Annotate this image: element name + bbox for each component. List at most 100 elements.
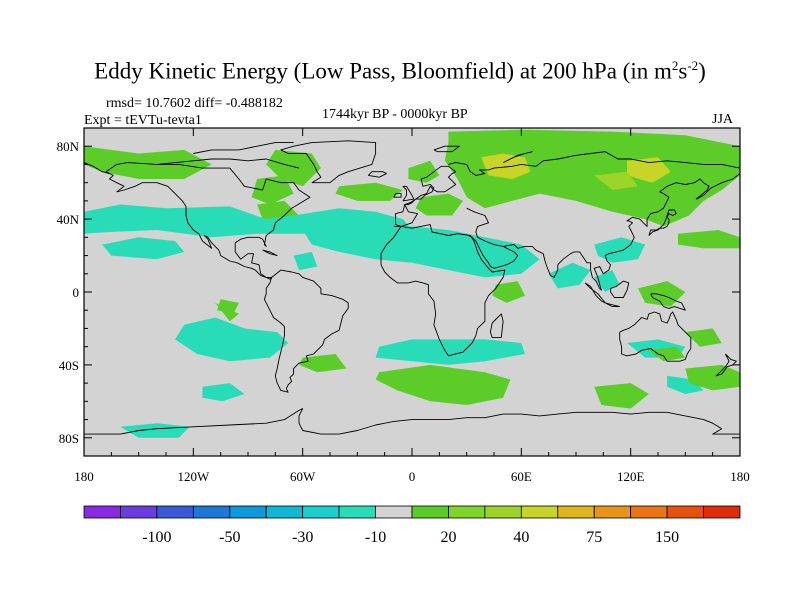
x-tick-label: 120W bbox=[177, 469, 210, 484]
y-tick-label: 80S bbox=[59, 431, 79, 446]
colorbar-box bbox=[630, 505, 668, 519]
x-tick-label: 60W bbox=[290, 469, 316, 484]
field-region-9 bbox=[627, 157, 671, 183]
colorbar-box bbox=[229, 505, 267, 519]
field-region-25 bbox=[667, 375, 704, 394]
coastline-12 bbox=[367, 171, 387, 178]
coastline-7 bbox=[648, 209, 677, 236]
coastline-24 bbox=[84, 162, 110, 175]
colorbar-label: -30 bbox=[292, 529, 313, 546]
coastline-6 bbox=[448, 151, 740, 291]
field-region-22 bbox=[202, 383, 245, 402]
field-region-10 bbox=[594, 171, 638, 190]
field-region-21 bbox=[175, 317, 289, 362]
experiment-label: Expt = tEVTu-tevta1 bbox=[84, 113, 202, 128]
coastline-1 bbox=[263, 269, 349, 393]
coastline-8 bbox=[619, 311, 692, 362]
field-region-5 bbox=[408, 160, 440, 183]
field-region-30 bbox=[215, 302, 239, 322]
coastline-20 bbox=[156, 158, 300, 169]
colorbar-label: 20 bbox=[440, 529, 456, 546]
field-region-11 bbox=[678, 230, 740, 249]
colorbar: -100 -50 -30 -10 20 40 75 150 bbox=[83, 505, 741, 546]
x-axis-ticks: 180 120W 60W 0 60E 120E 180 bbox=[74, 128, 750, 484]
coastline-13 bbox=[489, 313, 504, 339]
colorbar-label: -50 bbox=[219, 529, 240, 546]
coastlines bbox=[84, 140, 740, 435]
colorbar-label: -10 bbox=[365, 529, 386, 546]
field-region-32 bbox=[685, 364, 740, 391]
colorbar-box bbox=[302, 505, 340, 519]
y-axis-ticks: 80N 40N 0 40S 80S bbox=[57, 139, 740, 446]
y-tick-label: 80N bbox=[57, 139, 80, 154]
colorbar-label: -100 bbox=[142, 529, 171, 546]
coastline-5 bbox=[466, 207, 519, 269]
colorbar-box bbox=[156, 505, 194, 519]
x-tick-label: 0 bbox=[409, 469, 416, 484]
colorbar-label: 75 bbox=[586, 529, 602, 546]
coastline-10 bbox=[402, 185, 415, 202]
x-tick-label: 120E bbox=[617, 469, 645, 484]
colorbar-box bbox=[448, 505, 486, 519]
coastline-22 bbox=[433, 145, 460, 153]
field-region-34 bbox=[685, 328, 722, 347]
field-region-16 bbox=[548, 262, 591, 289]
coastline-17 bbox=[650, 293, 686, 311]
colorbar-box bbox=[192, 505, 231, 519]
colorbar-box bbox=[520, 505, 559, 519]
field-region-12 bbox=[84, 204, 412, 238]
coastline-23 bbox=[502, 151, 533, 164]
field-region-0 bbox=[84, 146, 212, 179]
field-region-27 bbox=[299, 354, 347, 373]
field-region-14 bbox=[293, 251, 318, 271]
coastline-16 bbox=[610, 280, 630, 298]
stats-label: rmsd= 10.7602 diff= -0.488182 bbox=[106, 96, 283, 111]
field-region-6 bbox=[415, 193, 463, 216]
coastline-11 bbox=[393, 193, 402, 198]
colorbar-box bbox=[411, 505, 449, 519]
field-region-33 bbox=[594, 383, 649, 409]
colorbar-box bbox=[83, 505, 121, 519]
y-tick-label: 0 bbox=[73, 285, 80, 300]
colorbar-label: 40 bbox=[513, 529, 529, 546]
colorbar-box bbox=[120, 505, 158, 519]
y-tick-label: 40S bbox=[59, 358, 79, 373]
field-region-28 bbox=[375, 364, 511, 405]
colorbar-box bbox=[593, 505, 632, 519]
field-region-4 bbox=[335, 182, 403, 201]
field-region-17 bbox=[594, 237, 646, 263]
period-label: 1744kyr BP - 0000kyr BP bbox=[322, 107, 468, 122]
colorbar-box bbox=[375, 505, 413, 519]
x-tick-label: 180 bbox=[74, 469, 94, 484]
colorbar-box bbox=[265, 505, 304, 519]
field-region-8 bbox=[481, 153, 531, 179]
colorbar-label: 150 bbox=[655, 529, 679, 546]
coastline-18 bbox=[715, 353, 737, 377]
colorbar-box bbox=[338, 505, 376, 519]
field-region-18 bbox=[594, 270, 620, 292]
y-tick-label: 40N bbox=[57, 212, 80, 227]
x-tick-label: 180 bbox=[730, 469, 750, 484]
chart-title: Eddy Kinetic Energy (Low Pass, Bloomfiel… bbox=[94, 58, 706, 84]
season-label: JJA bbox=[712, 112, 734, 127]
field-region-26 bbox=[120, 423, 190, 438]
coastline-9 bbox=[84, 408, 740, 435]
field-region-19 bbox=[492, 281, 525, 303]
colorbar-box bbox=[557, 505, 595, 519]
colorbar-box bbox=[484, 505, 522, 519]
coastline-2 bbox=[280, 140, 377, 184]
coastline-15 bbox=[604, 302, 621, 308]
colorbar-box bbox=[703, 505, 741, 519]
coastline-14 bbox=[584, 282, 606, 304]
x-tick-label: 60E bbox=[511, 469, 532, 484]
coastline-4 bbox=[380, 224, 506, 357]
coastline-3 bbox=[393, 165, 457, 227]
field-region-31 bbox=[648, 346, 686, 362]
coastline-21 bbox=[193, 142, 294, 154]
colorbar-box bbox=[666, 505, 704, 519]
field-region-23 bbox=[375, 339, 525, 365]
coastline-19 bbox=[262, 249, 278, 257]
field-region-13 bbox=[102, 237, 185, 260]
coastline-0 bbox=[105, 162, 311, 280]
